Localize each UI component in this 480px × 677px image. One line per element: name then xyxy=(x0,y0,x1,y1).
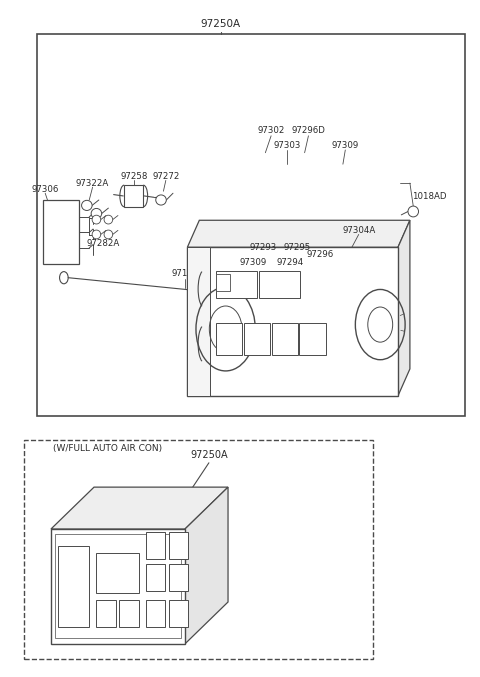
Bar xyxy=(96,552,140,593)
Bar xyxy=(187,247,398,396)
Text: 97250A: 97250A xyxy=(190,450,228,460)
Bar xyxy=(187,247,210,396)
Bar xyxy=(124,185,144,206)
Bar xyxy=(244,323,270,355)
Text: 97296: 97296 xyxy=(307,250,334,259)
Ellipse shape xyxy=(104,230,113,239)
Bar xyxy=(216,274,230,291)
Ellipse shape xyxy=(156,195,166,205)
Text: 97294: 97294 xyxy=(276,259,304,267)
Bar xyxy=(146,531,165,559)
Text: 97303: 97303 xyxy=(273,141,300,150)
Ellipse shape xyxy=(92,230,101,239)
Text: 97302: 97302 xyxy=(257,126,285,135)
Ellipse shape xyxy=(104,215,113,224)
Bar xyxy=(96,600,116,627)
Bar xyxy=(120,600,139,627)
Text: 97272: 97272 xyxy=(152,172,180,181)
Bar xyxy=(24,440,373,659)
Text: 97306: 97306 xyxy=(32,185,59,194)
Text: 97282A: 97282A xyxy=(87,240,120,248)
Ellipse shape xyxy=(92,215,101,224)
Bar xyxy=(216,271,257,298)
Text: 97293: 97293 xyxy=(249,243,276,252)
Ellipse shape xyxy=(91,209,102,219)
Bar xyxy=(300,323,325,355)
Bar xyxy=(272,323,298,355)
Bar xyxy=(58,546,89,627)
Bar xyxy=(51,529,185,644)
Polygon shape xyxy=(398,220,410,396)
Bar xyxy=(36,35,465,416)
Bar xyxy=(168,564,188,591)
Polygon shape xyxy=(187,220,410,247)
Bar xyxy=(146,564,165,591)
Bar xyxy=(216,323,242,355)
Bar xyxy=(43,200,79,264)
Text: 97296D: 97296D xyxy=(291,126,325,135)
Polygon shape xyxy=(51,487,228,529)
Bar xyxy=(259,271,300,298)
Text: 97258: 97258 xyxy=(120,172,147,181)
Polygon shape xyxy=(185,487,228,644)
Ellipse shape xyxy=(82,200,92,211)
Text: 97295: 97295 xyxy=(284,243,311,252)
Text: 1018AD: 1018AD xyxy=(412,192,446,201)
Text: 97309: 97309 xyxy=(240,259,266,267)
Text: (W/FULL AUTO AIR CON): (W/FULL AUTO AIR CON) xyxy=(53,444,162,453)
Bar xyxy=(168,600,188,627)
Text: 97309: 97309 xyxy=(332,141,359,150)
Ellipse shape xyxy=(408,206,419,217)
Bar xyxy=(168,531,188,559)
Bar xyxy=(146,600,165,627)
Text: 97304A: 97304A xyxy=(342,226,375,235)
Bar xyxy=(55,534,181,638)
Text: 97250A: 97250A xyxy=(201,20,241,29)
Text: 97154: 97154 xyxy=(171,269,199,278)
Text: 97322A: 97322A xyxy=(76,179,109,188)
